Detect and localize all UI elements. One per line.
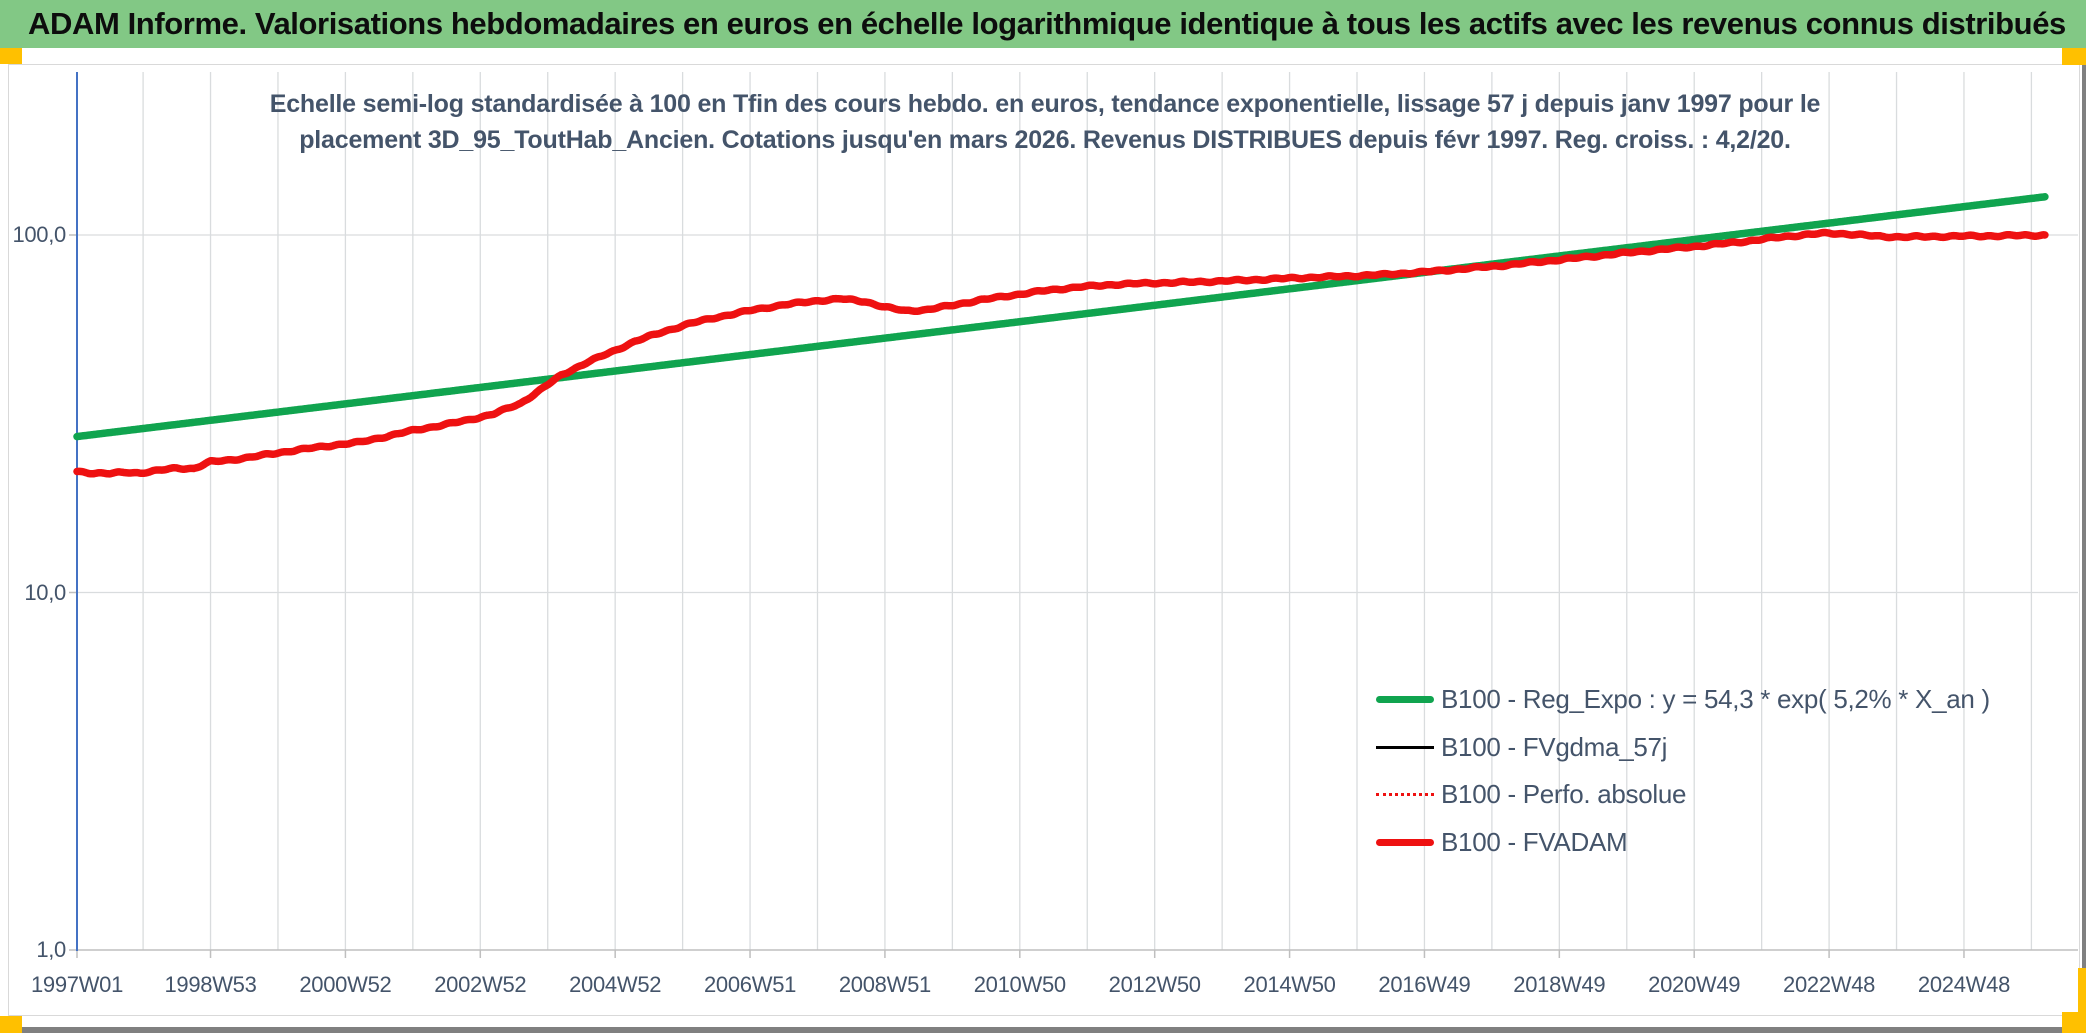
legend-line-swatch xyxy=(1376,696,1434,704)
x-axis-label: 2006W51 xyxy=(704,972,797,997)
banner-title: ADAM Informe. Valorisations hebdomadaire… xyxy=(28,6,2066,41)
right-edge-accent xyxy=(2078,968,2086,1015)
legend-item: B100 - FVADAM xyxy=(1376,819,1990,867)
corner-accent-bottom-right xyxy=(2062,1012,2086,1033)
y-axis-label: 10,0 xyxy=(24,579,66,605)
chart-title-line1: Echelle semi-log standardisée à 100 en T… xyxy=(269,90,1821,118)
legend-line-swatch xyxy=(1376,745,1434,749)
corner-accent-top-right xyxy=(2062,48,2086,65)
legend-label: B100 - Reg_Expo : y = 54,3 * exp( 5,2% *… xyxy=(1441,684,1990,715)
x-axis-label: 2022W48 xyxy=(1783,972,1876,997)
x-axis-label: 2014W50 xyxy=(1243,972,1336,997)
x-axis-label: 2002W52 xyxy=(434,972,527,997)
series-line xyxy=(73,193,2049,441)
y-axis-label: 100,0 xyxy=(12,222,66,247)
legend-label: B100 - FVADAM xyxy=(1441,826,1628,857)
legend-line-swatch xyxy=(1376,793,1434,797)
x-axis-label: 2000W52 xyxy=(299,972,392,997)
legend: B100 - Reg_Expo : y = 54,3 * exp( 5,2% *… xyxy=(1376,676,1990,866)
legend-label: B100 - FVgdma_57j xyxy=(1441,731,1668,762)
x-axis-label: 2024W48 xyxy=(1917,972,2010,997)
corner-accent-top-left xyxy=(0,48,22,64)
legend-line-swatch xyxy=(1376,838,1434,846)
legend-item: B100 - Reg_Expo : y = 54,3 * exp( 5,2% *… xyxy=(1376,676,1990,724)
x-axis-label: 2016W49 xyxy=(1378,972,1471,997)
y-axis-label: 1,0 xyxy=(36,937,66,962)
legend-item: B100 - FVgdma_57j xyxy=(1376,724,1990,772)
x-axis-label: 2008W51 xyxy=(838,972,931,997)
x-axis-label: 2010W50 xyxy=(973,972,1066,997)
banner: ADAM Informe. Valorisations hebdomadaire… xyxy=(0,0,2086,48)
series-line xyxy=(73,228,2049,478)
x-axis-label: 2018W49 xyxy=(1513,972,1606,997)
x-axis-label: 2012W50 xyxy=(1108,972,1201,997)
x-axis-label: 2004W52 xyxy=(569,972,662,997)
x-axis-label: 1998W53 xyxy=(164,972,257,997)
chart-title-line2: placement 3D_95_ToutHab_Ancien. Cotation… xyxy=(299,126,1791,154)
window-edge-bottom xyxy=(0,1027,2086,1033)
legend-label: B100 - Perfo. absolue xyxy=(1441,779,1687,810)
legend-item: B100 - Perfo. absolue xyxy=(1376,771,1990,819)
chart-title: Echelle semi-log standardisée à 100 en T… xyxy=(245,86,1845,158)
window-edge-right xyxy=(2082,48,2086,1033)
x-axis-label: 2020W49 xyxy=(1648,972,1741,997)
chart-frame xyxy=(8,64,2080,1016)
corner-accent-bottom-left xyxy=(0,1016,22,1033)
x-axis-label: 1997W01 xyxy=(30,972,124,997)
